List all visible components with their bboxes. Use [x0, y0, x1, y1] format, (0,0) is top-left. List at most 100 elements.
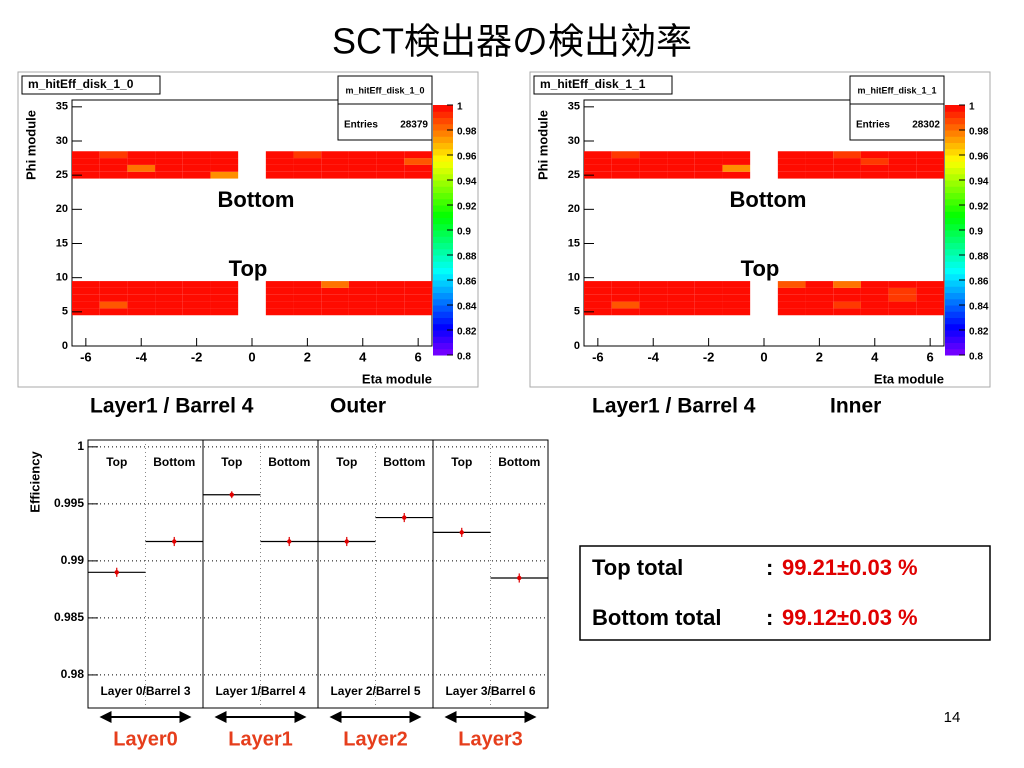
heat-cell — [667, 301, 695, 309]
stats-title: m_hitEff_disk_1_1 — [857, 85, 936, 95]
slide-title: SCT検出器の検出効率 — [332, 21, 692, 62]
category-label: Bottom — [498, 455, 540, 469]
heat-cell — [404, 287, 432, 295]
stats-entries-label: Entries — [344, 120, 378, 131]
colorbar-step — [433, 105, 453, 112]
colorbar-step — [945, 205, 965, 212]
heat-cell — [293, 281, 322, 288]
caption: Layer1 / Barrel 4 — [592, 395, 756, 418]
z-tick-label: 0.9 — [969, 227, 983, 238]
heat-cell — [127, 164, 156, 172]
y-tick-label: 35 — [568, 101, 580, 113]
heat-cell — [182, 308, 211, 316]
colorbar-step — [433, 205, 453, 212]
z-tick-label: 0.98 — [969, 127, 989, 138]
heat-cell — [155, 151, 183, 159]
heat-cell — [293, 164, 322, 172]
heat-cell — [833, 158, 861, 165]
z-tick-label: 0.98 — [457, 127, 477, 138]
z-tick-label: 0.8 — [457, 352, 471, 363]
heat-cell — [805, 294, 834, 302]
heat-cell — [404, 151, 432, 159]
heat-cell — [99, 151, 128, 159]
heat-cell — [777, 158, 806, 165]
heat-cell — [833, 294, 861, 302]
colorbar-step — [945, 130, 965, 137]
colorbar-step — [433, 336, 453, 343]
y-tick-label: 0 — [574, 340, 580, 352]
arrow-head — [99, 711, 112, 723]
x-axis-label: Eta module — [362, 371, 432, 386]
colorbar-step — [945, 211, 965, 218]
hist-title: m_hitEff_disk_1_1 — [540, 77, 646, 91]
heat-cell — [404, 158, 432, 165]
heat-cell — [667, 164, 695, 172]
colorbar-step — [945, 342, 965, 350]
heat-cell — [348, 301, 377, 309]
colorbar-step — [945, 236, 965, 243]
heat-cell — [639, 294, 668, 302]
x-tick-label: -6 — [80, 349, 92, 364]
heat-cell — [722, 301, 751, 309]
arrow-head — [179, 711, 192, 723]
colorbar-step — [945, 223, 965, 231]
heat-cell — [639, 171, 668, 179]
heat-cell — [584, 171, 612, 179]
annotation: Top — [741, 256, 780, 281]
heat-cell — [404, 171, 432, 179]
z-tick-label: 1 — [969, 102, 975, 113]
colorbar-step — [945, 286, 965, 293]
heat-cell — [155, 158, 183, 165]
heat-cell — [860, 287, 889, 295]
y-tick-label: 15 — [568, 237, 580, 249]
title-box — [533, 75, 673, 95]
heat-cell — [777, 171, 806, 179]
heat-cell — [348, 281, 377, 288]
colorbar-step — [945, 198, 965, 206]
heat-cell — [293, 301, 322, 309]
colorbar-step — [433, 305, 453, 312]
summary-label: Top total — [592, 555, 683, 580]
heat-cell — [860, 301, 889, 309]
summary-label: Bottom total — [592, 605, 722, 630]
colorbar-step — [433, 136, 453, 143]
heat-cell — [916, 287, 944, 295]
heat-cell — [293, 294, 322, 302]
heat-cell — [833, 171, 861, 179]
colorbar-step — [433, 142, 453, 150]
heat-cell — [182, 301, 211, 309]
group-label: Layer 2/Barrel 5 — [330, 684, 420, 698]
heat-cell — [72, 308, 100, 316]
heat-cell — [833, 151, 861, 159]
heat-cell — [611, 308, 640, 316]
heat-cell — [72, 281, 100, 288]
colorbar-step — [945, 148, 965, 156]
colorbar-step — [945, 136, 965, 143]
heat-cell — [348, 164, 377, 172]
heat-cell — [210, 281, 239, 288]
heat-cell — [805, 281, 834, 288]
point — [459, 530, 464, 535]
heat-cell — [321, 164, 349, 172]
annotation: Top — [229, 256, 268, 281]
heat-cell — [127, 294, 156, 302]
layer-label: Layer1 — [228, 728, 293, 750]
colorbar-step — [433, 298, 453, 306]
heat-cell — [777, 294, 806, 302]
heat-cell — [916, 301, 944, 309]
heat-cell — [667, 308, 695, 316]
colorbar-step — [433, 180, 453, 187]
heat-cell — [694, 151, 723, 159]
heat-cell — [376, 151, 405, 159]
colorbar-step — [945, 298, 965, 306]
z-tick-label: 1 — [457, 102, 463, 113]
heat-cell — [722, 294, 751, 302]
heat-cell — [777, 287, 806, 295]
z-tick-label: 0.84 — [457, 302, 477, 313]
x-tick-label: 0 — [760, 349, 767, 364]
heat-cell — [916, 151, 944, 159]
heat-cell — [265, 151, 294, 159]
heat-cell — [611, 287, 640, 295]
x-tick-label: -6 — [592, 349, 604, 364]
heat-cell — [888, 158, 917, 165]
